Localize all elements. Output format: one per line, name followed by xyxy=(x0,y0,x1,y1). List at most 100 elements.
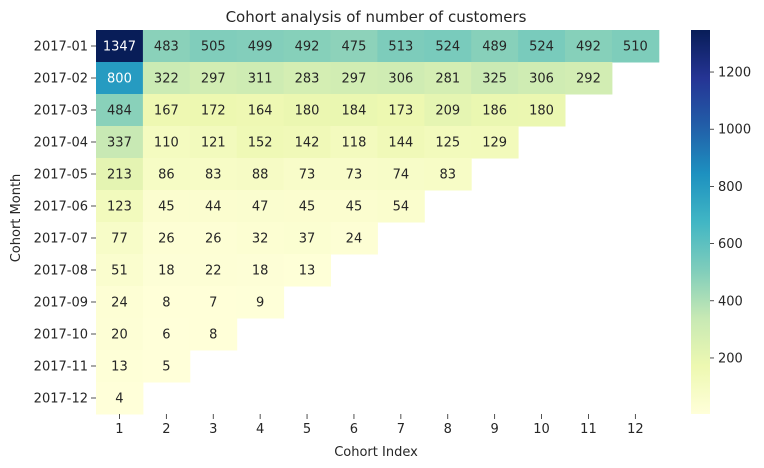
cell-value-label: 20 xyxy=(111,328,128,343)
heatmap-cell xyxy=(96,126,144,159)
heatmap-cell xyxy=(142,30,191,63)
colorbar-tick-label: 800 xyxy=(718,180,743,195)
y-tick-label: 2017-05 xyxy=(34,168,88,183)
heatmap-cell xyxy=(189,318,238,351)
x-tick-label: 1 xyxy=(115,422,123,437)
cell-value-label: 281 xyxy=(435,72,460,87)
heatmap-cell xyxy=(236,126,285,159)
cell-value-label: 325 xyxy=(482,72,507,87)
heatmap-cell xyxy=(330,30,378,63)
cell-value-label: 337 xyxy=(107,136,132,151)
cell-value-label: 83 xyxy=(439,168,456,183)
heatmap-cell xyxy=(283,62,331,95)
cell-value-label: 26 xyxy=(158,232,175,247)
cell-value-label: 26 xyxy=(205,232,222,247)
cell-value-label: 129 xyxy=(482,136,507,151)
heatmap-cell xyxy=(283,158,331,191)
heatmap-cell xyxy=(96,158,144,191)
cell-value-label: 123 xyxy=(107,200,132,215)
heatmap-cell xyxy=(142,94,191,127)
heatmap-cell xyxy=(330,126,378,159)
x-tick-label: 7 xyxy=(397,422,405,437)
cell-value-label: 121 xyxy=(201,136,226,151)
heatmap-cell xyxy=(96,286,144,319)
cell-value-label: 180 xyxy=(295,104,320,119)
heatmap-cell xyxy=(236,158,285,191)
cell-value-label: 44 xyxy=(205,200,222,215)
cell-value-label: 86 xyxy=(158,168,175,183)
heatmap-cell xyxy=(96,30,144,63)
heatmap-cell xyxy=(330,190,378,223)
heatmap-cell xyxy=(96,382,144,415)
heatmap-cell xyxy=(377,190,425,223)
colorbar-tick-label: 400 xyxy=(718,294,743,309)
cell-value-label: 484 xyxy=(107,104,132,119)
cell-value-label: 173 xyxy=(388,104,413,119)
heatmap-cell xyxy=(565,30,613,63)
cell-value-label: 322 xyxy=(154,72,179,87)
colorbar-tick-label: 1000 xyxy=(718,123,751,138)
cell-value-label: 505 xyxy=(201,40,226,55)
cell-value-label: 164 xyxy=(248,104,273,119)
cell-value-label: 144 xyxy=(388,136,413,151)
heatmap-cell xyxy=(142,318,191,351)
cell-value-label: 1347 xyxy=(103,40,136,55)
y-tick-label: 2017-07 xyxy=(34,232,88,247)
cell-value-label: 499 xyxy=(248,40,273,55)
heatmap-cell xyxy=(189,222,238,255)
cell-value-label: 22 xyxy=(205,264,222,279)
cell-value-label: 8 xyxy=(162,296,170,311)
heatmap-cell xyxy=(424,158,472,191)
x-tick-label: 11 xyxy=(580,422,597,437)
heatmap-cell xyxy=(142,350,191,383)
cell-value-label: 186 xyxy=(482,104,507,119)
cell-value-label: 73 xyxy=(299,168,316,183)
x-tick-label: 8 xyxy=(444,422,452,437)
heatmap-cell xyxy=(424,94,472,127)
heatmap-cell xyxy=(189,62,238,95)
heatmap-cell xyxy=(518,94,566,127)
heatmap-cell xyxy=(189,286,238,319)
cell-value-label: 24 xyxy=(346,232,363,247)
heatmap-cell xyxy=(96,94,144,127)
cell-value-label: 8 xyxy=(209,328,217,343)
x-axis-ticks: 1 2 3 4 5 6 7 8 9 10 11 12 xyxy=(115,414,644,437)
heatmap-cell xyxy=(283,222,331,255)
cell-value-label: 18 xyxy=(158,264,175,279)
cell-value-label: 32 xyxy=(252,232,269,247)
heatmap-cell xyxy=(142,62,191,95)
heatmap-cell xyxy=(189,190,238,223)
cell-value-label: 209 xyxy=(435,104,460,119)
x-axis-label: Cohort Index xyxy=(334,445,418,460)
heatmap-cell xyxy=(330,94,378,127)
cell-value-label: 492 xyxy=(576,40,601,55)
heatmap-cell xyxy=(189,94,238,127)
x-tick-label: 4 xyxy=(256,422,264,437)
y-tick-label: 2017-06 xyxy=(34,200,88,215)
heatmap-cell xyxy=(189,126,238,159)
colorbar-tick-label: 600 xyxy=(718,237,743,252)
cell-value-label: 152 xyxy=(248,136,273,151)
cell-value-label: 311 xyxy=(248,72,273,87)
heatmap-cell xyxy=(283,254,331,287)
cell-value-label: 13 xyxy=(111,360,128,375)
heatmap-cell xyxy=(518,30,566,63)
heatmap-cell xyxy=(471,30,519,63)
cell-value-label: 524 xyxy=(529,40,554,55)
colorbar xyxy=(691,30,710,414)
cell-value-label: 297 xyxy=(201,72,226,87)
heatmap-cells xyxy=(96,30,660,415)
cell-value-label: 45 xyxy=(158,200,175,215)
cell-value-label: 475 xyxy=(342,40,367,55)
cell-value-label: 492 xyxy=(295,40,320,55)
heatmap-cell xyxy=(377,158,425,191)
heatmap-cell xyxy=(471,62,519,95)
colorbar-ticks: 200 400 600 800 1000 1200 xyxy=(710,66,751,366)
cell-value-label: 74 xyxy=(393,168,410,183)
y-tick-label: 2017-12 xyxy=(34,392,88,407)
heatmap-cell xyxy=(142,254,191,287)
cell-value-label: 77 xyxy=(111,232,128,247)
cell-value-label: 283 xyxy=(295,72,320,87)
heatmap-cell xyxy=(96,254,144,287)
x-tick-label: 2 xyxy=(162,422,170,437)
